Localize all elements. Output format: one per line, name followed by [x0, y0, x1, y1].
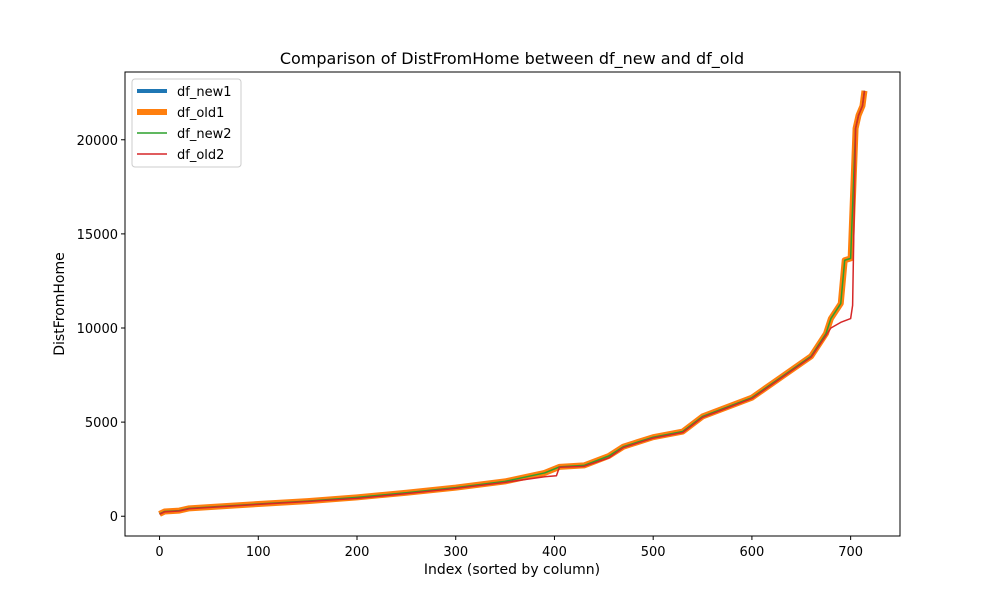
plot-lines	[158, 90, 868, 517]
y-axis-ticks: 0 5000 10000 15000 20000	[77, 134, 125, 525]
x-tick-label: 400	[542, 545, 567, 560]
legend-label-df-new2: df_new2	[177, 127, 231, 142]
series-line-df-old2	[159, 90, 866, 516]
x-tick-label: 200	[345, 545, 370, 560]
x-tick-label: 300	[443, 545, 468, 560]
legend-label-df-old1: df_old1	[177, 106, 224, 121]
x-tick-label: 700	[838, 545, 863, 560]
y-axis-label: DistFromHome	[52, 252, 68, 355]
legend: df_new1 df_old1 df_new2 df_old2	[131, 78, 242, 168]
x-axis-label: Index (sorted by column)	[424, 562, 600, 578]
legend-frame	[131, 78, 242, 168]
x-tick-label: 500	[641, 545, 666, 560]
x-tick-label: 600	[739, 545, 764, 560]
plot-frame	[124, 71, 901, 537]
legend-label-df-new1: df_new1	[177, 85, 231, 100]
y-tick-label: 15000	[77, 228, 118, 243]
y-tick-label: 20000	[77, 134, 118, 149]
y-tick-label: 10000	[77, 322, 118, 337]
y-tick-label: 0	[110, 510, 118, 525]
x-tick-label: 100	[246, 545, 271, 560]
x-axis-ticks: 0 100 200 300 400 500 600 700	[155, 536, 863, 560]
legend-label-df-old2: df_old2	[177, 148, 224, 163]
y-tick-label: 5000	[85, 416, 118, 431]
x-tick-label: 0	[155, 545, 163, 560]
chart-title: Comparison of DistFromHome between df_ne…	[280, 49, 744, 69]
